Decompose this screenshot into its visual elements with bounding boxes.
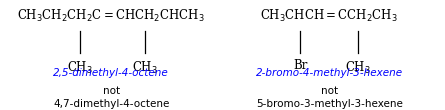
Text: not: not [321,86,338,96]
Text: CH$_3$: CH$_3$ [132,59,158,75]
Text: 2-bromo-4-methyl-3-hexene: 2-bromo-4-methyl-3-hexene [256,68,403,78]
Text: 5-bromo-3-methyl-3-hexene: 5-bromo-3-methyl-3-hexene [256,99,403,109]
Text: CH$_3$CHCH$=$CCH$_2$CH$_3$: CH$_3$CHCH$=$CCH$_2$CH$_3$ [260,8,398,24]
Text: 4,7-dimethyl-4-octene: 4,7-dimethyl-4-octene [53,99,170,109]
Text: CH$_3$: CH$_3$ [345,59,371,75]
Text: Br: Br [293,59,307,72]
Text: not: not [103,86,120,96]
Text: CH$_3$: CH$_3$ [67,59,93,75]
Text: CH$_3$CH$_2$CH$_2$C$=$CHCH$_2$CHCH$_3$: CH$_3$CH$_2$CH$_2$C$=$CHCH$_2$CHCH$_3$ [17,8,205,24]
Text: 2,5-dimethyl-4-octene: 2,5-dimethyl-4-octene [53,68,169,78]
